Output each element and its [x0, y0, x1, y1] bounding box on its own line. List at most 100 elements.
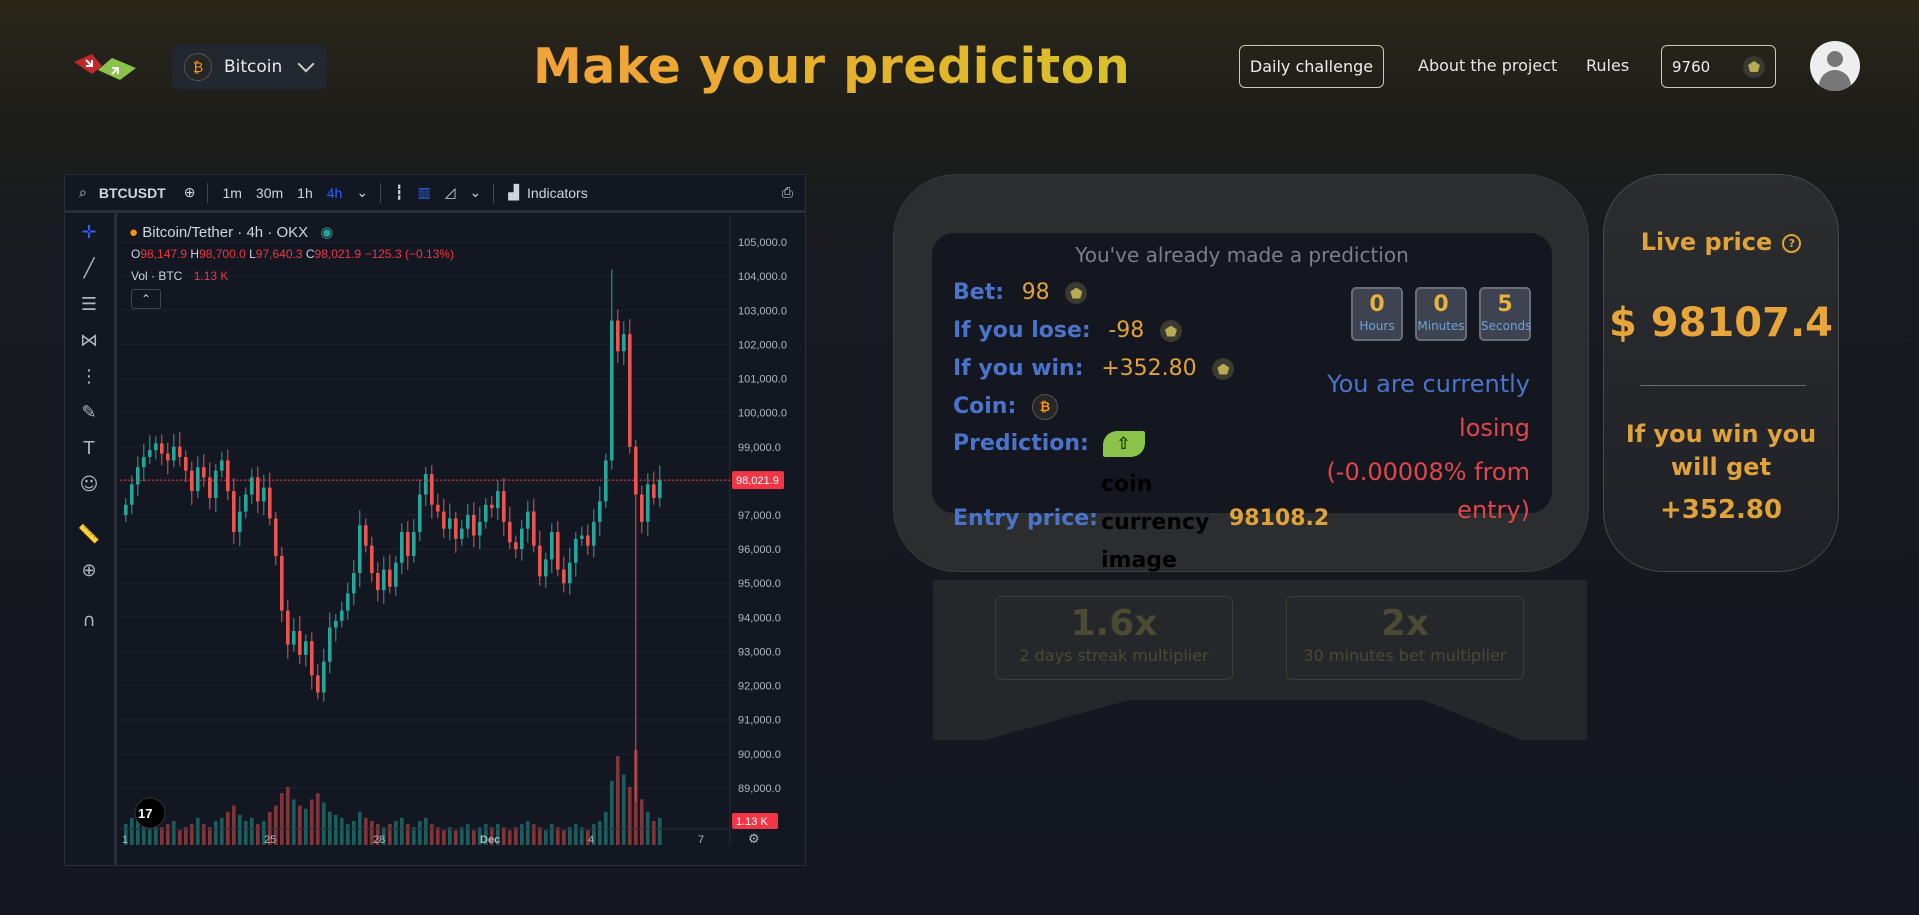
volume-bar [412, 827, 416, 845]
win-row: If you win: +352.80 [953, 356, 1235, 381]
candle-body [478, 521, 482, 536]
page-title: Make your prediciton [533, 38, 1131, 95]
bet-multiplier-label: 30 minutes bet multiplier [1303, 646, 1507, 665]
candle-body [316, 675, 320, 693]
candle-body [190, 470, 194, 492]
volume-bar [328, 811, 332, 845]
interval-4h[interactable]: 4h [326, 184, 343, 201]
bet-multiplier: 2x 30 minutes bet multiplier [1286, 596, 1524, 680]
chart-type-dropdown-icon[interactable]: ⌄ [469, 184, 482, 200]
volume-bar [592, 824, 596, 845]
volume-bar [430, 824, 434, 845]
candle-body [334, 620, 338, 628]
prediction-tool-icon[interactable]: ⋮ [80, 366, 98, 387]
volume-bar [232, 805, 236, 845]
candle-body [370, 545, 374, 573]
entry-value: 98108.2 [1229, 506, 1330, 531]
interval-1h[interactable]: 1h [297, 184, 313, 201]
volume-bar [124, 824, 128, 845]
about-link[interactable]: About the project [1418, 56, 1558, 75]
crosshair-icon[interactable]: ✛ [81, 222, 97, 243]
tradingview-chart[interactable]: ⌕ BTCUSDT ⊕ 1m 30m 1h 4h ⌄ ┇ ▥ ◿ ⌄ ▟ Ind… [64, 174, 806, 866]
candle-body [220, 460, 224, 471]
up-down-arrows-logo[interactable] [72, 50, 138, 84]
daily-challenge-button[interactable]: Daily challenge [1239, 45, 1384, 88]
candle-body [214, 470, 218, 498]
gem-icon [1212, 358, 1235, 380]
status-line-4: entry) [1457, 496, 1530, 524]
brush-icon[interactable]: ✎ [81, 402, 97, 423]
volume-bar [388, 824, 392, 845]
balance-badge[interactable]: 9760 [1661, 45, 1776, 88]
camera-icon[interactable]: ⎙ [781, 184, 793, 200]
magnet-icon[interactable]: ∩ [82, 610, 96, 631]
interval-dropdown-icon[interactable]: ⌄ [356, 184, 369, 200]
interval-30m[interactable]: 30m [255, 184, 284, 201]
volume-bar [640, 799, 644, 845]
symbol-search-icon[interactable]: ⌕ [79, 184, 87, 200]
volume-bar [658, 817, 662, 845]
time-tick-label: 4 [588, 834, 594, 845]
coin-select[interactable]: ₿ Bitcoin [172, 45, 327, 89]
volume-bar [628, 787, 632, 845]
bitcoin-icon: ₿ [1031, 394, 1058, 420]
volume-bar [136, 811, 140, 845]
volume-bar [574, 824, 578, 845]
candle-body [592, 521, 596, 546]
candle-body [526, 511, 530, 529]
help-icon[interactable]: ? [1782, 233, 1802, 253]
candle-body [628, 334, 632, 447]
timer-hours: 0 Hours [1351, 287, 1403, 341]
volume-bar [166, 824, 170, 845]
ruler-icon[interactable]: 📏 [77, 524, 101, 545]
lose-row: If you lose: -98 [953, 318, 1182, 343]
trendline-icon[interactable]: ╱ [83, 258, 95, 279]
ohlc-high: 98,700.0 [199, 247, 246, 261]
collapse-legend-button[interactable]: ⌃ [131, 289, 161, 309]
volume-bar [400, 817, 404, 845]
lose-value: -98 [1108, 318, 1145, 343]
candle-body [136, 467, 140, 485]
price-tick-label: 94,000.0 [738, 612, 781, 624]
avatar[interactable] [1810, 41, 1860, 91]
streak-multiplier-label: 2 days streak multiplier [1019, 646, 1209, 665]
candle-body [292, 631, 296, 645]
drawing-toolbar: ✛ ╱ ☰ ⋈ ⋮ ✎ T ☺ 📏 ⊕ ∩ [65, 213, 117, 865]
time-tick-label: 7 [698, 834, 704, 845]
volume-bar [550, 824, 554, 845]
price-tick-label: 99,000.0 [738, 442, 781, 454]
indicators-button[interactable]: Indicators [527, 184, 588, 201]
volume-bar [298, 805, 302, 845]
candle-body [454, 518, 458, 539]
area-style-icon[interactable]: ◿ [444, 184, 456, 200]
volume-bar [250, 817, 254, 845]
rules-link[interactable]: Rules [1586, 56, 1630, 75]
volume-bar [454, 830, 458, 845]
volume-bar [274, 805, 278, 845]
price-tick-label: 103,000.0 [738, 305, 787, 317]
candle-body [196, 467, 200, 492]
zoom-icon[interactable]: ⊕ [81, 560, 97, 581]
symbol-label[interactable]: BTCUSDT [98, 184, 166, 201]
emoji-icon[interactable]: ☺ [79, 474, 99, 495]
win-amount: +352.80 [1659, 495, 1783, 525]
pattern-icon[interactable]: ⋈ [80, 330, 98, 351]
bet-row: Bet: 98 [953, 280, 1088, 305]
text-tool-icon[interactable]: T [83, 438, 95, 459]
chart-toolbar: ⌕ BTCUSDT ⊕ 1m 30m 1h 4h ⌄ ┇ ▥ ◿ ⌄ ▟ Ind… [65, 175, 805, 213]
bet-label: Bet: [953, 280, 1005, 305]
volume-bar [268, 811, 272, 845]
fib-icon[interactable]: ☰ [80, 294, 98, 315]
interval-1m[interactable]: 1m [222, 184, 242, 201]
bar-style-icon[interactable]: ┇ [395, 184, 404, 200]
volume-bar [280, 793, 284, 845]
volume-bar [178, 830, 182, 845]
chart-plot-area[interactable]: 105,000.0 104,000.0 103,000.0 102,000.0 101,… [120, 215, 792, 845]
compare-add-icon[interactable]: ⊕ [183, 184, 196, 200]
indicators-icon[interactable]: ▟ [508, 184, 520, 200]
volume-bar [310, 799, 314, 845]
candle-body [604, 460, 608, 502]
candle-style-icon[interactable]: ▥ [417, 184, 431, 200]
last-price-badge [732, 471, 784, 490]
candle-body [262, 487, 266, 502]
